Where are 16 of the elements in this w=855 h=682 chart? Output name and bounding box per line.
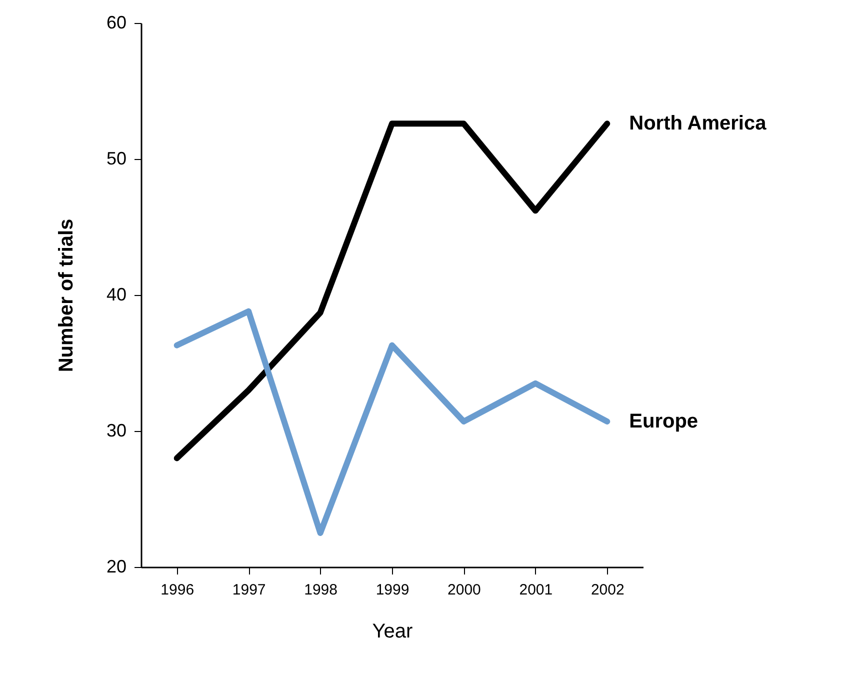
y-tick-label: 40	[106, 284, 126, 304]
series-label: North America	[629, 112, 768, 135]
series-label: Europe	[629, 410, 698, 432]
x-tick-label: 1999	[376, 582, 410, 598]
y-tick-label: 50	[106, 148, 126, 168]
x-tick-label: 1998	[304, 582, 338, 598]
x-axis-title: Year	[372, 620, 414, 642]
x-tick-label: 1997	[232, 582, 266, 598]
y-tick-label: 30	[106, 420, 126, 440]
x-tick-label: 2001	[519, 582, 553, 598]
x-tick-label: 1996	[160, 582, 194, 598]
x-tick-label: 2002	[590, 582, 624, 598]
y-axis-title: Number of trials	[55, 218, 78, 372]
y-tick-label: 60	[106, 12, 126, 32]
x-tick-label: 2000	[448, 582, 481, 598]
y-tick-label: 20	[106, 556, 126, 576]
